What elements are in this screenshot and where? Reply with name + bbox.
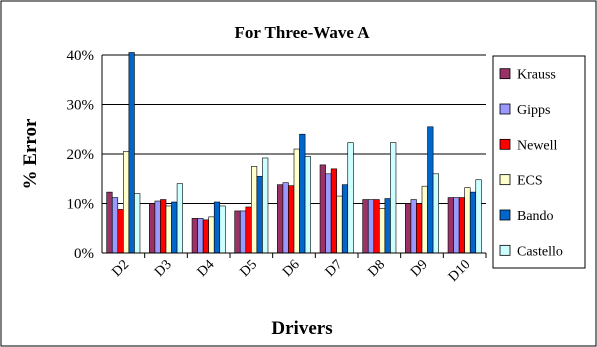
bar-castello-d5 <box>262 157 269 254</box>
bar-newell-d2 <box>117 209 124 254</box>
legend-label-bando: Bando <box>517 209 554 224</box>
bar-bando-d7 <box>341 184 349 254</box>
bar-bando-d4 <box>213 201 221 254</box>
plot-area: 0%10%20%30%40%D2 D3 D4 D5 D6 D7 D8 D9 D10 <box>67 48 487 285</box>
bar-ecs-d2 <box>123 151 130 254</box>
bar-castello-d8 <box>390 142 397 254</box>
bar-newell-d4 <box>202 219 209 254</box>
legend-swatch-bando <box>499 209 511 221</box>
bar-ecs-d8 <box>379 208 386 254</box>
bar-krauss-d7 <box>319 164 326 254</box>
bar-bando-d8 <box>384 198 391 254</box>
legend-box <box>492 55 586 269</box>
bar-krauss-d2 <box>106 191 113 254</box>
legend-swatch-newell <box>499 138 511 150</box>
legend-label-gipps: Gipps <box>517 103 550 118</box>
x-axis-label: Drivers <box>271 318 332 339</box>
legend-label-newell: Newell <box>517 138 558 153</box>
bar-newell-d7 <box>330 168 337 254</box>
bar-gipps-d2 <box>111 197 119 254</box>
y-tick-label: 10% <box>67 197 95 213</box>
legend-swatch-krauss <box>499 68 511 80</box>
legend-swatch-castello <box>499 244 511 256</box>
legend-swatch-ecs <box>499 174 511 186</box>
bar-castello-d3 <box>176 183 183 254</box>
bar-newell-d10 <box>458 197 465 254</box>
bar-gipps-d8 <box>367 199 375 254</box>
bar-ecs-d9 <box>421 185 428 254</box>
legend-label-ecs: ECS <box>517 174 543 189</box>
bar-krauss-d10 <box>447 197 454 254</box>
legend-label-krauss: Krauss <box>517 68 556 83</box>
bar-newell-d6 <box>288 185 295 254</box>
bar-castello-d2 <box>134 193 141 254</box>
bar-newell-d9 <box>416 203 423 254</box>
bar-newell-d5 <box>245 206 252 254</box>
bar-ecs-d6 <box>293 148 300 254</box>
bar-bando-d3 <box>171 201 178 254</box>
y-tick-label: 0% <box>74 246 94 262</box>
legend-swatch-gipps <box>499 103 511 115</box>
bar-castello-d9 <box>432 173 439 254</box>
bar-gipps-d3 <box>154 200 161 254</box>
bar-gipps-d6 <box>282 182 289 254</box>
bar-krauss-d4 <box>191 218 198 254</box>
bar-krauss-d3 <box>149 203 156 254</box>
y-axis-label: % Error <box>20 118 41 189</box>
bar-gipps-d10 <box>453 197 460 254</box>
bar-bando-d10 <box>469 191 477 254</box>
bar-ecs-d5 <box>251 166 258 254</box>
bar-bando-d2 <box>128 52 135 254</box>
bar-krauss-d6 <box>277 184 284 254</box>
bar-ecs-d4 <box>208 216 215 254</box>
bar-krauss-d5 <box>234 210 241 254</box>
legend: Krauss Gipps Newell ECS Bando Castello <box>492 55 586 269</box>
bar-newell-d3 <box>160 199 167 254</box>
bar-gipps-d4 <box>197 218 204 254</box>
bar-bando-d9 <box>427 126 434 254</box>
legend-label-castello: Castello <box>517 244 563 259</box>
bar-bando-d6 <box>299 133 306 254</box>
bar-castello-d10 <box>475 179 482 254</box>
bar-castello-d7 <box>347 142 354 254</box>
bar-gipps-d7 <box>325 173 332 254</box>
bar-gipps-d5 <box>239 210 247 254</box>
bar-ecs-d10 <box>464 187 471 254</box>
bar-castello-d4 <box>219 205 226 254</box>
bar-castello-d6 <box>304 156 311 254</box>
bar-ecs-d3 <box>165 205 172 254</box>
y-tick-label: 30% <box>67 98 95 114</box>
bar-krauss-d9 <box>405 203 412 254</box>
bar-krauss-d8 <box>362 199 369 254</box>
y-tick-label: 20% <box>67 147 95 163</box>
chart-title: For Three-Wave A <box>234 23 370 42</box>
bar-bando-d5 <box>256 175 263 254</box>
bar-newell-d8 <box>373 199 380 254</box>
bar-ecs-d7 <box>336 195 343 254</box>
bar-gipps-d9 <box>410 199 417 254</box>
y-tick-label: 40% <box>67 48 95 64</box>
